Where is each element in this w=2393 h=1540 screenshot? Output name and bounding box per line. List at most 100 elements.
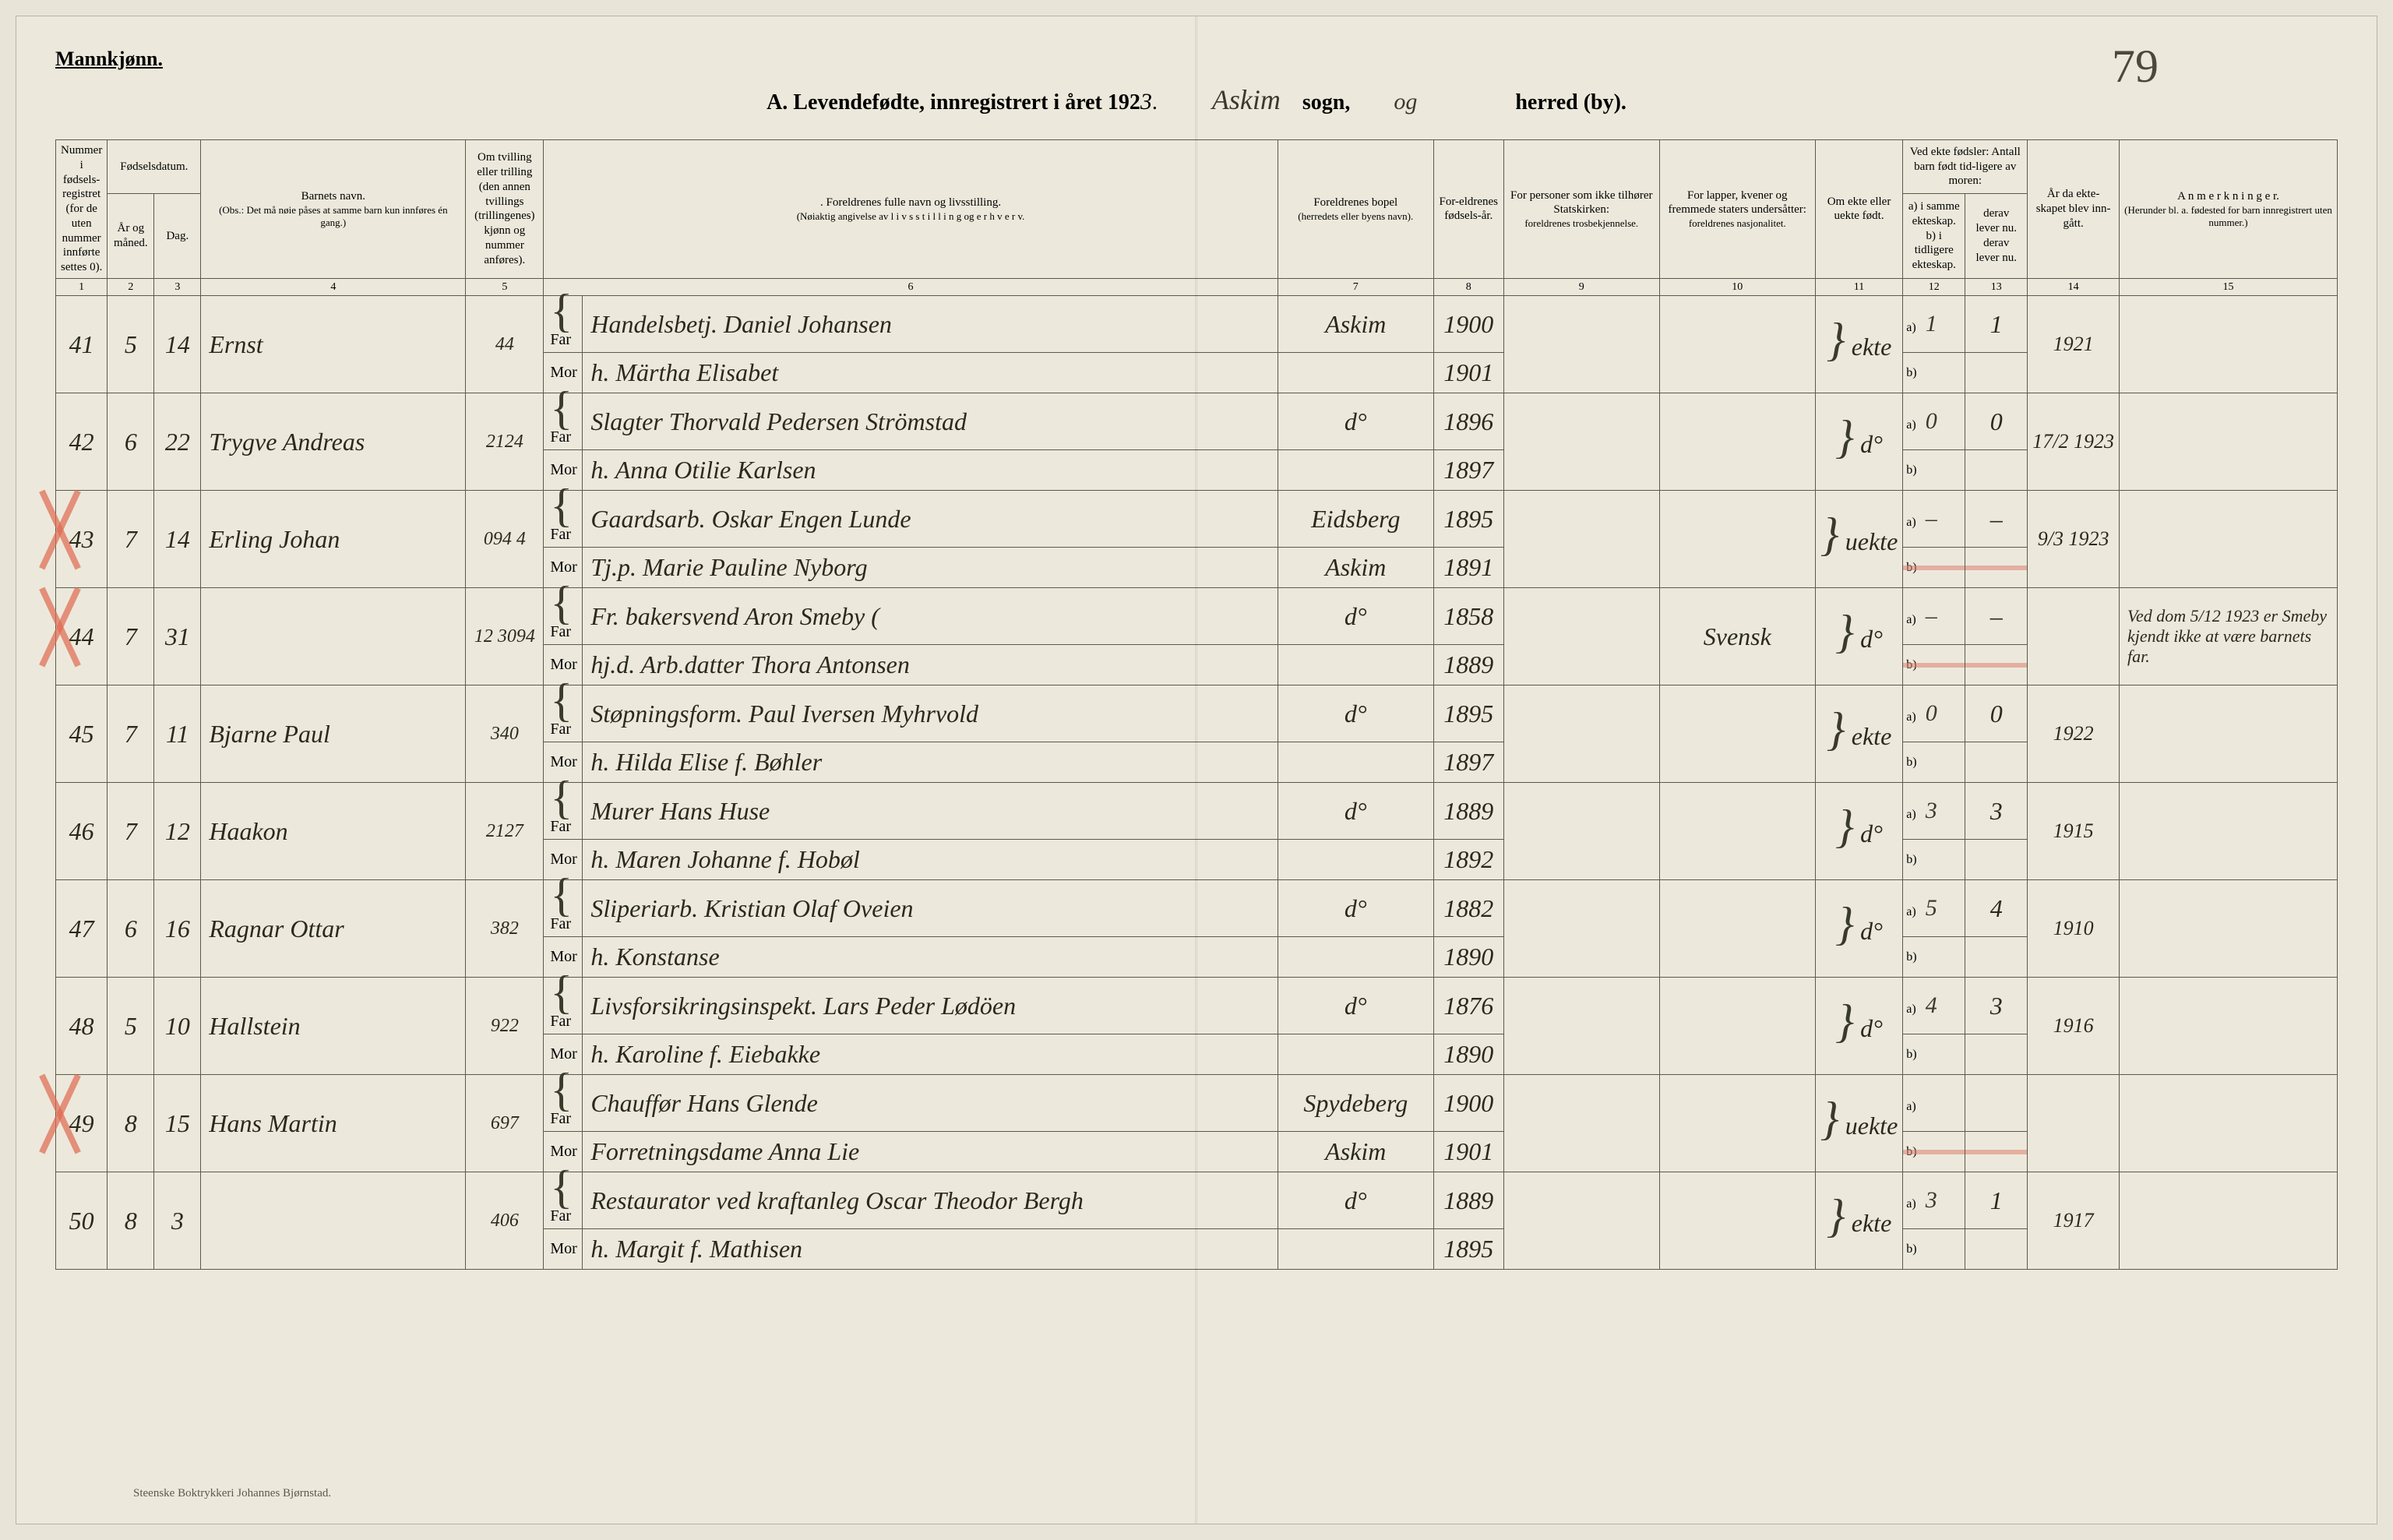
col-7-top: Foreldrenes bopel — [1283, 196, 1429, 210]
religion — [1503, 491, 1659, 588]
col-10-top: For lapper, kvener og fremmede staters u… — [1665, 189, 1810, 218]
nationality — [1659, 296, 1815, 393]
col-8-header: For-eldrenes fødsels-år. — [1433, 140, 1503, 279]
entry-number: 50 — [56, 1172, 107, 1270]
twin-note: 406 — [466, 1172, 544, 1270]
father-birthyear: 1896 — [1433, 393, 1503, 450]
twin-note: 697 — [466, 1075, 544, 1172]
prev-children-b-alive — [1965, 450, 2028, 491]
child-name — [201, 588, 466, 685]
legitimacy: } uekte — [1815, 491, 1903, 588]
col-13a: derav lever nu. — [1970, 206, 2022, 236]
coln-5: 5 — [466, 278, 544, 296]
prev-children-a-alive: – — [1965, 491, 2028, 548]
birth-day: 12 — [154, 783, 201, 880]
prev-children-a: a) — [1903, 1075, 1965, 1132]
coln-8: 8 — [1433, 278, 1503, 296]
prev-children-a: a) 0 — [1903, 393, 1965, 450]
father-name: Handelsbetj. Daniel Johansen — [583, 296, 1278, 353]
mother-birthyear: 1901 — [1433, 353, 1503, 393]
entry-number: 41 — [56, 296, 107, 393]
father-label: { Far — [544, 1075, 583, 1132]
col-6-sub: (Nøiaktig angivelse av l i v s s t i l l… — [548, 210, 1272, 223]
col-13-sub: derav lever nu. derav lever nu. — [1965, 194, 2028, 279]
coln-3: 3 — [154, 278, 201, 296]
prev-children-a-alive: 3 — [1965, 978, 2028, 1034]
religion — [1503, 880, 1659, 978]
prev-children-a: a) 4 — [1903, 978, 1965, 1034]
father-label: { Far — [544, 978, 583, 1034]
mother-place — [1278, 450, 1433, 491]
birth-day: 3 — [154, 1172, 201, 1270]
twin-note: 094 4 — [466, 491, 544, 588]
mother-place — [1278, 1229, 1433, 1270]
prev-children-b-alive — [1965, 1229, 2028, 1270]
father-place: d° — [1278, 880, 1433, 937]
remarks: Ved dom 5/12 1923 er Smeby kjendt ikke a… — [2120, 588, 2338, 685]
col-7-header: Foreldrenes bopel (herredets eller byens… — [1278, 140, 1433, 279]
birth-month: 7 — [107, 783, 154, 880]
coln-12: 12 — [1903, 278, 1965, 296]
father-birthyear: 1900 — [1433, 1075, 1503, 1132]
mother-name: h. Konstanse — [583, 937, 1278, 978]
father-birthyear: 1900 — [1433, 296, 1503, 353]
col-1-header: Nummer i fødsels-registret (for de uten … — [56, 140, 107, 279]
col-15-sub: (Herunder bl. a. fødested for barn innre… — [2124, 204, 2332, 230]
red-x-mark — [33, 584, 87, 670]
twin-note: 12 3094 — [466, 588, 544, 685]
col-9-top: For personer som ikke tilhører Statskirk… — [1509, 189, 1655, 218]
col-15-top: A n m e r k n i n g e r. — [2124, 189, 2332, 204]
page-number: 79 — [2112, 40, 2159, 93]
father-birthyear: 1889 — [1433, 1172, 1503, 1229]
prev-children-a-alive: 1 — [1965, 296, 2028, 353]
legitimacy: } ekte — [1815, 685, 1903, 783]
father-birthyear: 1889 — [1433, 783, 1503, 840]
legitimacy: } d° — [1815, 393, 1903, 491]
father-name: Restaurator ved kraftanleg Oscar Theodor… — [583, 1172, 1278, 1229]
prev-children-a: a) 3 — [1903, 783, 1965, 840]
father-birthyear: 1882 — [1433, 880, 1503, 937]
mother-name: Forretningsdame Anna Lie — [583, 1132, 1278, 1172]
prev-children-a: a) – — [1903, 491, 1965, 548]
mother-name: h. Hilda Elise f. Bøhler — [583, 742, 1278, 783]
remarks — [2120, 978, 2338, 1075]
child-name: Erling Johan — [201, 491, 466, 588]
father-birthyear: 1858 — [1433, 588, 1503, 645]
father-label: { Far — [544, 783, 583, 840]
prev-children-b-alive — [1965, 353, 2028, 393]
father-name: Murer Hans Huse — [583, 783, 1278, 840]
father-birthyear: 1895 — [1433, 491, 1503, 548]
religion — [1503, 1172, 1659, 1270]
legitimacy: } d° — [1815, 978, 1903, 1075]
father-place: d° — [1278, 978, 1433, 1034]
birth-day: 14 — [154, 296, 201, 393]
birth-day: 22 — [154, 393, 201, 491]
marriage-year: 1916 — [2028, 978, 2120, 1075]
birth-day: 31 — [154, 588, 201, 685]
birth-day: 14 — [154, 491, 201, 588]
father-birthyear: 1876 — [1433, 978, 1503, 1034]
marriage-year — [2028, 588, 2120, 685]
col-9-sub: foreldrenes trosbekjennelse. — [1509, 217, 1655, 230]
col-4-sub: (Obs.: Det må nøie påses at samme barn k… — [206, 204, 460, 230]
father-place: d° — [1278, 685, 1433, 742]
father-place: d° — [1278, 783, 1433, 840]
religion — [1503, 296, 1659, 393]
mother-place — [1278, 1034, 1433, 1075]
prev-children-b-alive — [1965, 937, 2028, 978]
coln-6: 6 — [544, 278, 1278, 296]
prev-children-b: b) — [1903, 548, 1965, 588]
col-11-header: Om ekte eller uekte født. — [1815, 140, 1903, 279]
prev-children-b-alive — [1965, 840, 2028, 880]
sogn-value: Askim — [1212, 84, 1281, 115]
prev-children-a-alive: – — [1965, 588, 2028, 645]
prev-children-a-alive — [1965, 1075, 2028, 1132]
father-label: { Far — [544, 1172, 583, 1229]
father-name: Livsforsikringsinspekt. Lars Peder Lødöe… — [583, 978, 1278, 1034]
register-page: 79 Mannkjønn. A. Levendefødte, innregist… — [16, 16, 2377, 1524]
coln-10: 10 — [1659, 278, 1815, 296]
prev-children-a: a) – — [1903, 588, 1965, 645]
mother-place: Askim — [1278, 1132, 1433, 1172]
father-name: Gaardsarb. Oskar Engen Lunde — [583, 491, 1278, 548]
prev-children-b-alive — [1965, 1034, 2028, 1075]
